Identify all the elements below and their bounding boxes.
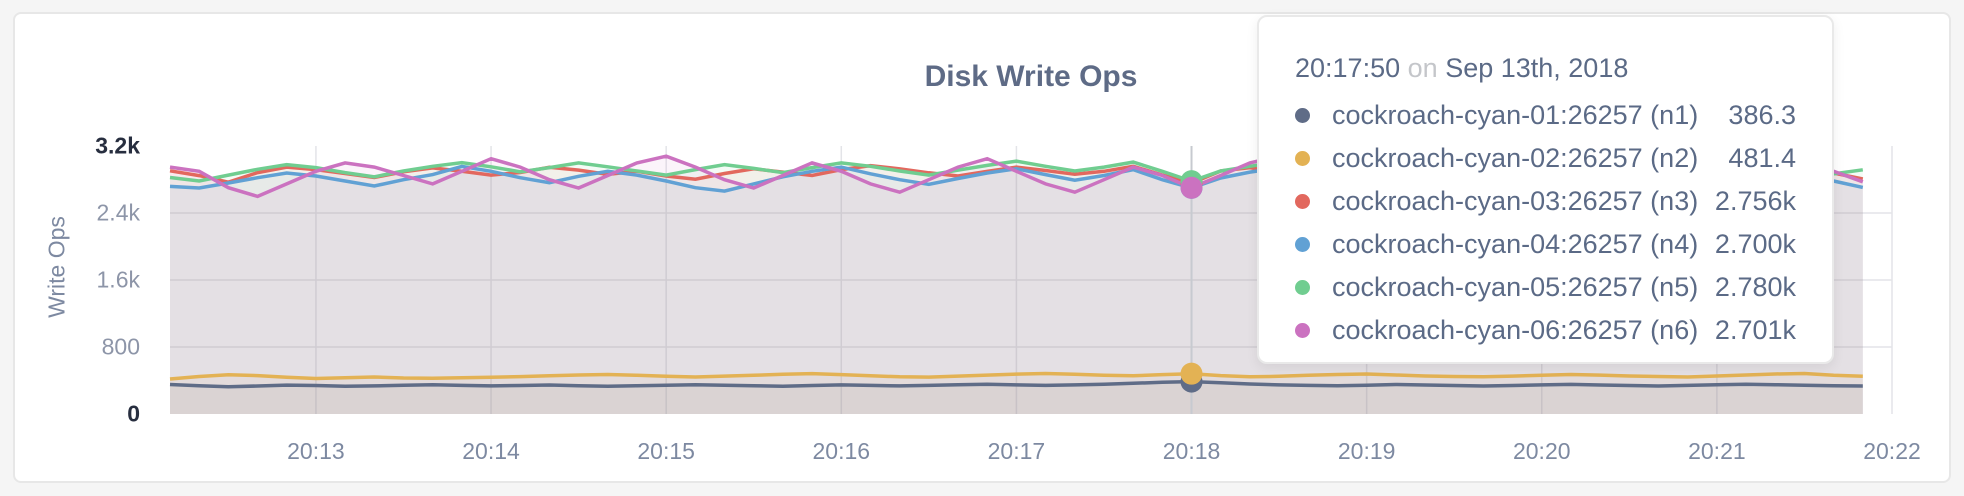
series-dot-n2 <box>1295 151 1310 166</box>
x-tick-label: 20:13 <box>287 438 345 464</box>
hover-dot-n6 <box>1180 176 1203 199</box>
tooltip-series-value: 481.4 <box>1728 143 1796 173</box>
tooltip-series-value: 2.701k <box>1714 315 1796 345</box>
tooltip-series-value: 2.700k <box>1714 229 1796 259</box>
chart-tooltip: 20:17:50 on Sep 13th, 2018 cockroach-cya… <box>1257 15 1834 364</box>
tooltip-series-label: cockroach-cyan-03:26257 (n3) <box>1332 186 1699 216</box>
x-tick-label: 20:19 <box>1337 438 1396 464</box>
x-tick-label: 20:22 <box>1863 438 1921 464</box>
tooltip-series-label: cockroach-cyan-06:26257 (n6) <box>1332 315 1699 345</box>
tooltip-date: Sep 13th, 2018 <box>1445 53 1629 83</box>
tooltip-time: 20:17:50 <box>1295 53 1401 83</box>
series-dot-n3 <box>1295 194 1310 209</box>
y-tick-label: 800 <box>101 333 140 360</box>
tooltip-series-label: cockroach-cyan-05:26257 (n5) <box>1332 272 1699 302</box>
tooltip-row: cockroach-cyan-03:26257 (n3) 2.756k <box>1295 180 1802 223</box>
tooltip-series-label: cockroach-cyan-02:26257 (n2) <box>1332 143 1699 173</box>
series-line-n2 <box>169 371 1863 381</box>
chart-title: Disk Write Ops <box>924 60 1138 93</box>
series-fill-n1 <box>170 381 1863 414</box>
tooltip-series-label: cockroach-cyan-04:26257 (n4) <box>1332 229 1699 259</box>
tooltip-row: cockroach-cyan-04:26257 (n4) 2.700k <box>1295 223 1802 266</box>
x-tick-label: 20:18 <box>1162 438 1221 464</box>
hover-dot-n2 <box>1180 362 1203 385</box>
y-tick-label: 3.2k <box>95 132 140 159</box>
tooltip-series-value: 386.3 <box>1728 100 1796 130</box>
x-tick-label: 20:21 <box>1688 438 1746 464</box>
tooltip-row: cockroach-cyan-06:26257 (n6) 2.701k <box>1295 309 1802 352</box>
series-dot-n6 <box>1295 323 1310 338</box>
tooltip-series-value: 2.756k <box>1714 186 1796 216</box>
tooltip-conjunction: on <box>1407 53 1438 83</box>
y-tick-label: 1.6k <box>96 266 140 293</box>
tooltip-series-value: 2.780k <box>1714 272 1796 302</box>
x-tick-label: 20:20 <box>1512 438 1571 464</box>
tooltip-row: cockroach-cyan-02:26257 (n2) 481.4 <box>1295 137 1802 180</box>
tooltip-header: 20:17:50 on Sep 13th, 2018 <box>1295 53 1802 84</box>
tooltip-row: cockroach-cyan-05:26257 (n5) 2.780k <box>1295 266 1802 309</box>
y-tick-label: 0 <box>127 400 140 427</box>
x-tick-label: 20:17 <box>987 438 1046 464</box>
x-tick-label: 20:16 <box>812 438 871 464</box>
series-dot-n5 <box>1295 280 1310 295</box>
series-dot-n1 <box>1295 108 1310 123</box>
tooltip-row: cockroach-cyan-01:26257 (n1) 386.3 <box>1295 94 1802 137</box>
series-dot-n4 <box>1295 237 1310 252</box>
x-tick-label: 20:15 <box>637 438 695 464</box>
x-tick-label: 20:14 <box>462 438 520 464</box>
chart-panel: Disk Write Ops Write Ops 20:13 20:14 20:15… <box>13 12 1951 483</box>
series-line-n1 <box>169 379 1863 389</box>
y-tick-label: 2.4k <box>96 199 140 226</box>
tooltip-series-label: cockroach-cyan-01:26257 (n1) <box>1332 100 1699 130</box>
